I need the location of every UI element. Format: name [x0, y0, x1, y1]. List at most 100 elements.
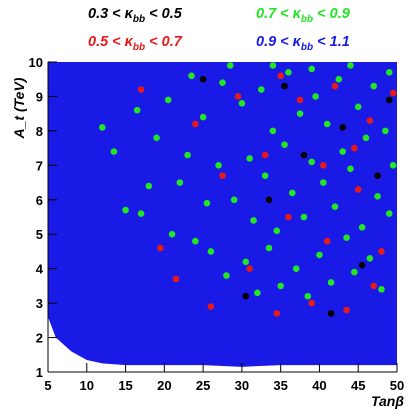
point-series1-64	[385, 69, 393, 76]
y-tick-label-2: 3	[36, 296, 43, 311]
point-series1-60	[226, 62, 234, 69]
x-tick-label-2: 15	[118, 378, 132, 393]
point-series1-13	[203, 199, 211, 207]
point-series1-7	[164, 96, 172, 104]
plot-area	[48, 62, 397, 367]
point-series2-9	[273, 310, 281, 317]
point-series1-40	[320, 179, 327, 186]
point-series1-17	[223, 272, 230, 279]
axes	[47, 61, 398, 373]
point-series3-8	[374, 172, 381, 179]
point-series1-47	[347, 165, 354, 173]
point-series1-5	[145, 182, 153, 190]
point-series1-22	[250, 217, 257, 224]
point-series1-56	[382, 127, 389, 135]
point-series2-3	[192, 120, 199, 128]
point-series1-55	[378, 286, 385, 293]
point-series2-11	[296, 96, 304, 104]
x-tick-label-6: 35	[273, 378, 287, 393]
point-series1-30	[281, 141, 288, 148]
point-series3-0	[199, 75, 207, 83]
point-series1-43	[331, 203, 339, 210]
point-series1-42	[327, 279, 335, 286]
x-tick-label-8: 45	[351, 378, 365, 393]
point-series2-21	[323, 237, 331, 245]
point-series2-13	[320, 162, 327, 169]
point-series2-8	[261, 151, 269, 159]
point-series3-3	[281, 82, 288, 90]
point-series2-12	[308, 299, 315, 307]
point-series3-2	[265, 196, 273, 204]
y-tick-label-3: 4	[36, 262, 44, 277]
point-series1-61	[269, 62, 277, 69]
point-series1-25	[261, 172, 269, 179]
point-series2-19	[389, 89, 397, 97]
point-series2-16	[354, 186, 362, 193]
y-tick-label-4: 5	[36, 227, 43, 242]
point-series1-10	[184, 151, 191, 159]
point-series1-4	[137, 210, 145, 217]
point-series3-7	[358, 261, 366, 269]
point-series2-0	[137, 86, 145, 93]
point-series3-1	[242, 292, 250, 300]
point-series1-54	[374, 193, 381, 200]
point-series1-24	[257, 86, 265, 93]
x-tick-label-3: 20	[157, 378, 171, 393]
point-series2-4	[207, 303, 215, 310]
point-series1-20	[242, 258, 250, 266]
point-series1-18	[230, 196, 238, 204]
y-tick-label-5: 6	[36, 193, 43, 208]
legend-entry-3: 0.5 < κbb < 0.7	[88, 34, 182, 53]
point-series2-20	[277, 72, 284, 80]
point-series1-16	[219, 79, 226, 86]
point-series1-6	[153, 134, 160, 142]
point-series1-9	[176, 179, 184, 186]
point-series1-11	[192, 237, 199, 245]
y-tick-label-7: 8	[36, 124, 43, 139]
point-series1-51	[362, 134, 370, 142]
point-series1-45	[339, 148, 347, 155]
point-series2-14	[331, 82, 339, 90]
point-series1-21	[246, 155, 253, 162]
point-series1-59	[188, 72, 195, 80]
point-series1-57	[385, 210, 393, 217]
point-series1-53	[370, 82, 378, 90]
point-series2-2	[172, 275, 180, 283]
point-series1-28	[273, 227, 281, 235]
point-series2-17	[366, 117, 374, 124]
point-series2-18	[378, 248, 385, 255]
point-series1-58	[389, 162, 397, 169]
point-series2-22	[351, 144, 358, 152]
x-tick-label-4: 25	[196, 378, 210, 393]
x-tick-label-0: 5	[44, 378, 51, 393]
point-series1-35	[300, 213, 308, 221]
point-series1-14	[207, 248, 215, 255]
point-series1-1	[110, 148, 118, 155]
point-series1-34	[296, 110, 304, 117]
point-series3-5	[327, 310, 335, 317]
x-tick-label-7: 40	[312, 378, 326, 393]
point-series3-6	[339, 124, 347, 131]
y-tick-label-6: 7	[36, 158, 43, 173]
point-series1-27	[269, 127, 277, 135]
point-series1-12	[199, 113, 207, 121]
legend-entry-1: 0.3 < κbb < 0.5	[88, 6, 182, 25]
point-series1-15	[215, 162, 222, 169]
point-series1-33	[292, 265, 300, 272]
point-series1-41	[323, 120, 331, 128]
point-series1-50	[358, 224, 366, 231]
point-series1-36	[304, 292, 312, 300]
point-series1-39	[316, 251, 323, 259]
point-series1-8	[168, 230, 176, 238]
y-tick-label-1: 2	[36, 331, 43, 346]
point-series1-62	[308, 65, 315, 73]
point-series2-5	[219, 172, 226, 179]
point-series1-44	[335, 75, 343, 83]
point-series1-0	[98, 124, 106, 131]
point-series1-52	[366, 255, 374, 262]
x-tick-label-5: 30	[235, 378, 249, 393]
point-series1-49	[354, 103, 362, 111]
point-series3-4	[300, 151, 308, 159]
